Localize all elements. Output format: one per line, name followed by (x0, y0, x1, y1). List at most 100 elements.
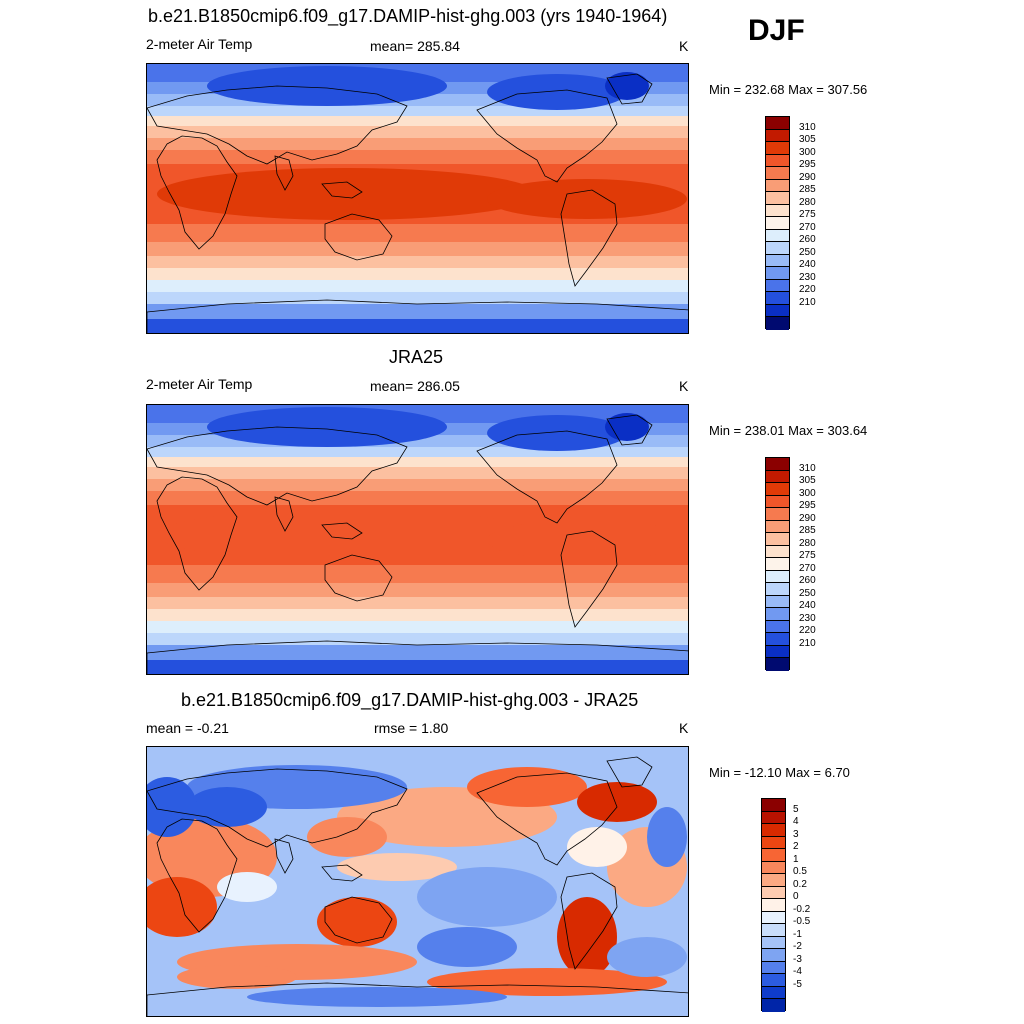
colorbar-swatch (766, 570, 789, 584)
temperature-band (147, 242, 688, 256)
coastline (156, 476, 238, 591)
temperature-band (147, 138, 688, 150)
colorbar-tick-label: 0 (793, 891, 799, 903)
colorbar-swatch (762, 936, 785, 950)
colorbar-swatch (766, 658, 789, 671)
colorbar-tick-label: 295 (799, 500, 816, 512)
colorbar-swatch (762, 874, 785, 887)
temperature-band (147, 106, 688, 116)
colorbar-swatch (766, 229, 789, 243)
panel2-map (146, 404, 689, 675)
coastline (156, 818, 238, 933)
colorbar-tick-label: 240 (799, 600, 816, 612)
colorbar-tick-label: 240 (799, 259, 816, 271)
colorbar-tick-label: 3 (793, 828, 799, 840)
temperature-band (147, 304, 688, 319)
colorbar-swatch (766, 483, 789, 496)
colorbar-swatch (766, 317, 789, 330)
colorbar-swatch (766, 267, 789, 280)
colorbar-tick-label: 305 (799, 475, 816, 487)
difference-anomaly (577, 782, 657, 822)
colorbar-tick-label: 290 (799, 171, 816, 183)
colorbar-swatch (766, 292, 789, 305)
colorbar-swatch (762, 974, 785, 987)
difference-anomaly (417, 867, 557, 927)
colorbar-tick-label: 290 (799, 512, 816, 524)
difference-anomaly (467, 767, 587, 807)
panel2-title: JRA25 (389, 347, 444, 367)
coastline (147, 299, 688, 333)
coastline (274, 838, 294, 874)
coastline (560, 189, 618, 287)
panel3-minmax: Min = -12.10 Max = 6.70 (709, 765, 850, 780)
colorbar-swatch (766, 167, 789, 180)
colorbar-tick-label: -2 (793, 941, 802, 953)
temperature-band (147, 457, 688, 467)
colorbar-swatch (766, 254, 789, 268)
colorbar-swatch (766, 154, 789, 168)
difference-anomaly (147, 877, 217, 937)
colorbar-swatch (762, 811, 785, 825)
difference-anomaly (217, 872, 277, 902)
colorbar-swatch (766, 508, 789, 521)
panel3-units: K (679, 720, 689, 736)
colorbar-swatch (766, 204, 789, 218)
panel1-title: b.e21.B1850cmip6.f09_g17.DAMIP-hist-ghg.… (148, 6, 668, 26)
difference-anomaly (647, 807, 687, 867)
colorbar-swatch (766, 304, 789, 318)
colorbar-swatch (766, 583, 789, 596)
coastline (476, 430, 618, 524)
coastline (324, 554, 393, 602)
difference-anomaly (607, 937, 687, 977)
cold-region (487, 74, 627, 110)
panel2-variable-label: 2-meter Air Temp (146, 376, 253, 392)
colorbar-swatch (766, 533, 789, 546)
coastline (147, 982, 688, 1016)
panel2-colorbar (765, 457, 790, 671)
cold-region (207, 66, 447, 106)
temperature-band (147, 268, 688, 280)
difference-anomaly (567, 827, 627, 867)
panel1-mean-label: mean= 285.84 (370, 38, 460, 54)
coastline (321, 181, 363, 199)
colorbar-swatch (762, 849, 785, 862)
colorbar-tick-label: -0.5 (793, 916, 811, 928)
colorbar-tick-label: 260 (799, 575, 816, 587)
temperature-band (147, 126, 688, 138)
colorbar-swatch (762, 799, 785, 812)
temperature-band (147, 467, 688, 479)
colorbar-tick-label: 0.5 (793, 866, 807, 878)
colorbar-swatch (766, 129, 789, 143)
colorbar-swatch (762, 824, 785, 837)
panel3-colorbar (761, 798, 786, 1012)
coastline (560, 530, 618, 628)
colorbar-swatch (766, 595, 789, 609)
colorbar-swatch (766, 142, 789, 155)
difference-anomaly (147, 777, 197, 837)
colorbar-swatch (766, 620, 789, 634)
panel1-colorbar (765, 116, 790, 330)
colorbar-swatch (766, 192, 789, 205)
panel2-colorbar-labels: 310 305 300 295 290 285 280 275 270 260 250 240 230 2… (799, 457, 839, 670)
colorbar-swatch (762, 924, 785, 937)
coastline (147, 768, 408, 848)
panel2-map-svg (147, 405, 688, 674)
coastline (147, 85, 408, 165)
colorbar-tick-label: 5 (793, 803, 799, 815)
colorbar-tick-label: 220 (799, 625, 816, 637)
colorbar-tick-label: 260 (799, 234, 816, 246)
warm-core (487, 520, 687, 560)
colorbar-swatch (762, 861, 785, 875)
temperature-band (147, 479, 688, 491)
colorbar-tick-label: 1 (793, 853, 799, 865)
colorbar-tick-label: 310 (799, 462, 816, 474)
colorbar-swatch (766, 179, 789, 193)
temperature-band (147, 447, 688, 457)
coastline (324, 213, 393, 261)
coastline (606, 73, 653, 105)
colorbar-swatch (762, 911, 785, 925)
coastline (321, 864, 363, 882)
temperature-band (147, 583, 688, 597)
colorbar-tick-label: 310 (799, 121, 816, 133)
season-label: DJF (748, 14, 805, 47)
